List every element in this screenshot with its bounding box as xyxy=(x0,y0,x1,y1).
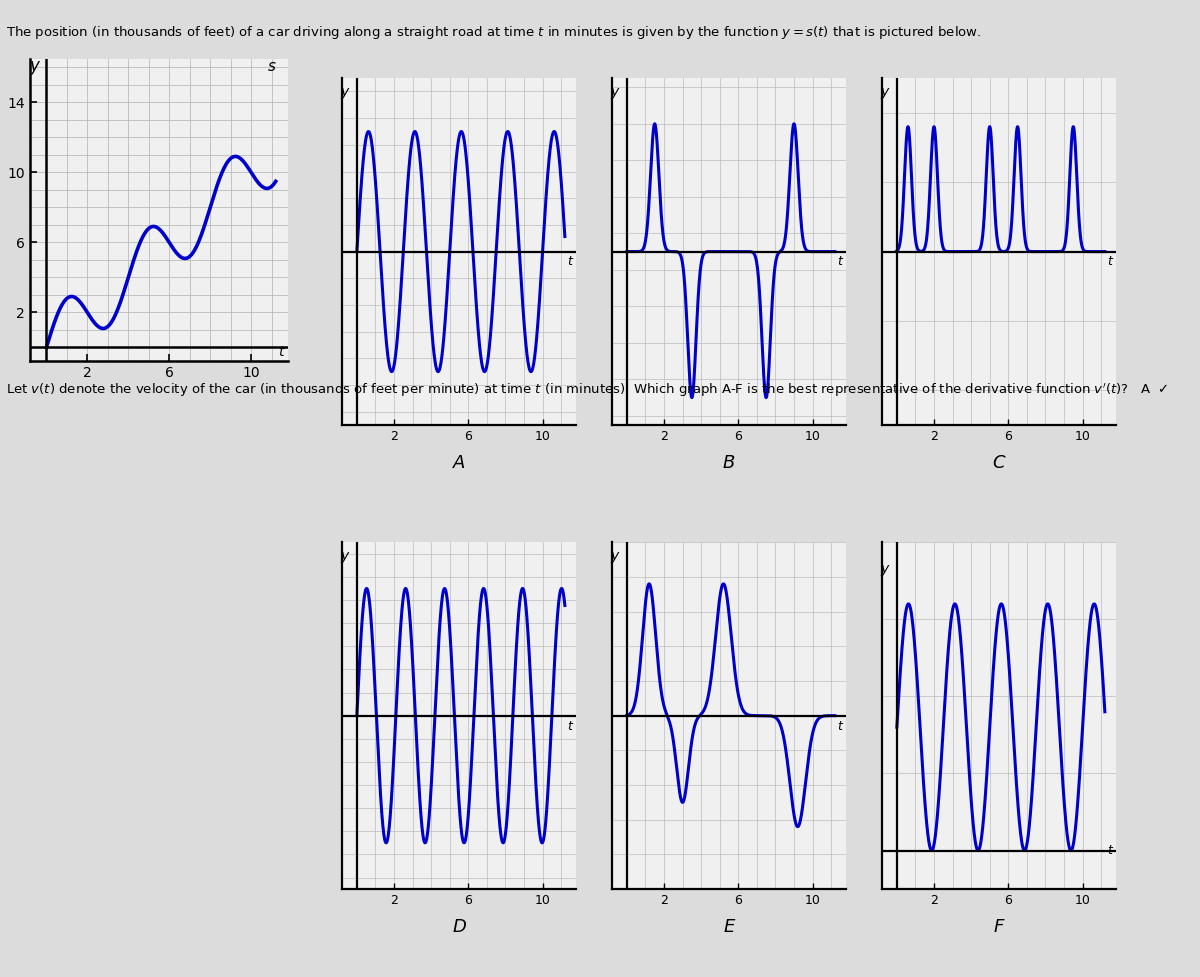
Text: $t$: $t$ xyxy=(1106,255,1114,269)
Text: F: F xyxy=(994,918,1004,936)
Text: $t$: $t$ xyxy=(566,719,574,733)
Text: $t$: $t$ xyxy=(566,255,574,269)
Text: $y$: $y$ xyxy=(341,550,352,565)
Text: $y$: $y$ xyxy=(611,550,622,565)
Text: A: A xyxy=(452,454,466,472)
Text: $y$: $y$ xyxy=(29,59,41,77)
Text: $t$: $t$ xyxy=(1106,843,1114,857)
Text: C: C xyxy=(992,454,1006,472)
Text: $s$: $s$ xyxy=(266,59,276,74)
Text: $y$: $y$ xyxy=(881,86,892,101)
Text: $y$: $y$ xyxy=(881,563,892,578)
Text: D: D xyxy=(452,918,466,936)
Text: Let $v(t)$ denote the velocity of the car (in thousands of feet per minute) at t: Let $v(t)$ denote the velocity of the ca… xyxy=(6,381,1169,399)
Text: $t$: $t$ xyxy=(278,345,286,360)
Text: The position (in thousands of feet) of a car driving along a straight road at ti: The position (in thousands of feet) of a… xyxy=(6,24,982,41)
Text: B: B xyxy=(722,454,736,472)
Text: $y$: $y$ xyxy=(611,86,622,101)
Text: E: E xyxy=(724,918,734,936)
Text: $t$: $t$ xyxy=(836,719,844,733)
Text: $y$: $y$ xyxy=(341,86,352,101)
Text: $t$: $t$ xyxy=(836,255,844,269)
